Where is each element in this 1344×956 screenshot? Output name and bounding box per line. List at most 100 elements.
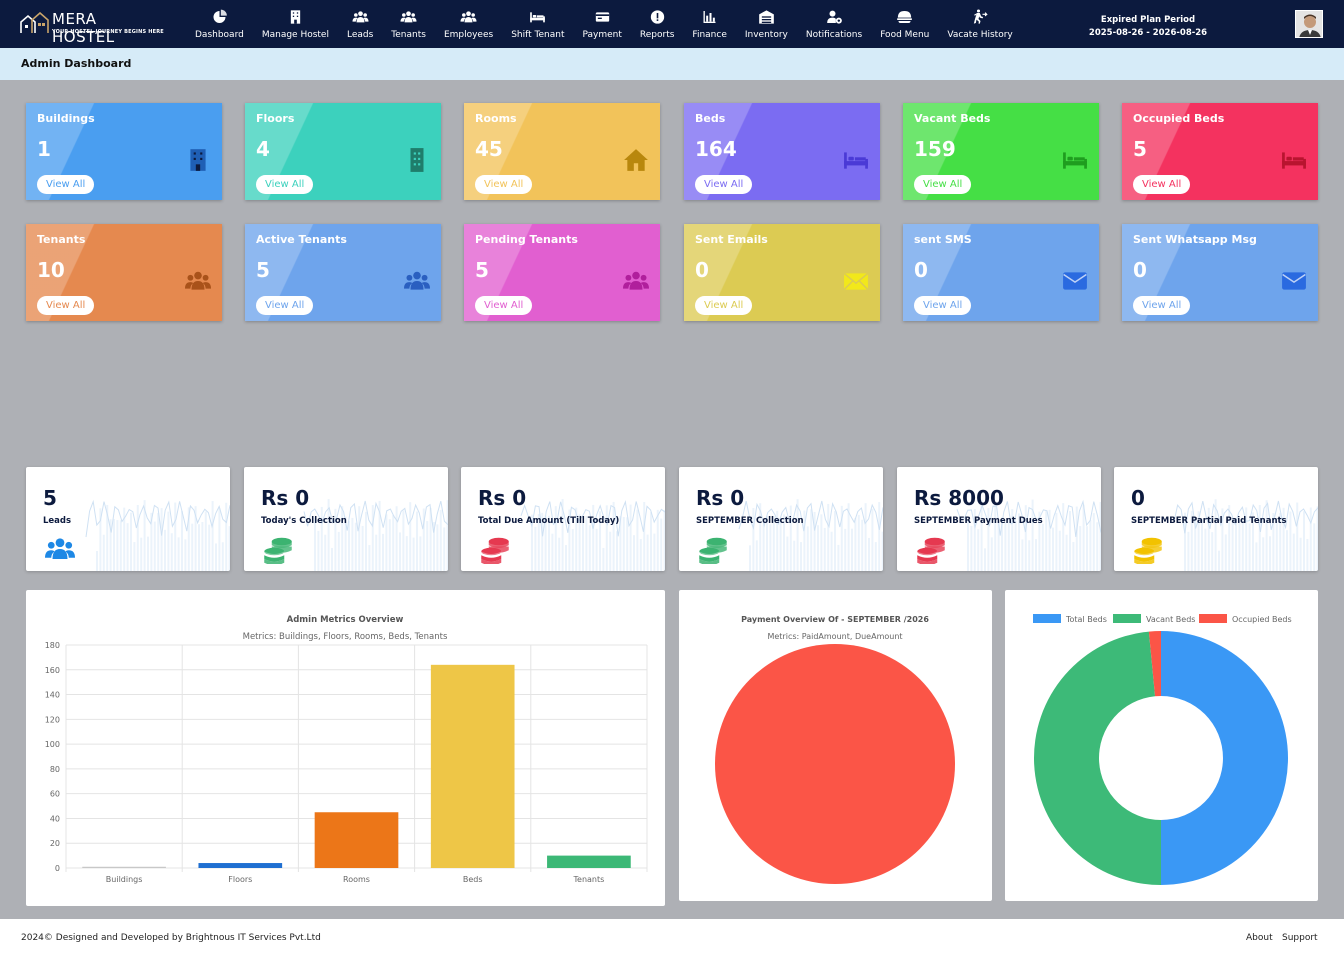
home-icon [623,147,649,173]
nav-item-label: Employees [443,30,494,40]
donut-slice-total-beds[interactable] [1161,631,1288,885]
summary-card-background [85,499,230,571]
summary-value: 0 [1131,486,1145,510]
mail-open-icon [843,268,869,294]
nav-item-manage-hostel[interactable]: Manage Hostel [253,0,338,48]
dashboard-icon [210,9,228,25]
view-all-button[interactable]: View All [695,175,753,194]
payment-overview-panel: Payment Overview Of - SEPTEMBER /2026 Met… [679,590,992,901]
summary-card-background [303,499,448,571]
nav-item-vacate-history[interactable]: Vacate History [938,0,1021,48]
stat-card-floors: Floors 4 View All [245,103,441,200]
nav-item-tenants[interactable]: Tenants [382,0,435,48]
stat-card-sent-whatsapp-msg: Sent Whatsapp Msg 0 View All [1122,224,1318,321]
nav-item-label: Food Menu [880,30,930,40]
view-all-button[interactable]: View All [914,175,972,194]
about-link[interactable]: About [1246,933,1273,943]
stat-card-buildings: Buildings 1 View All [26,103,222,200]
bar-floors[interactable] [198,863,283,868]
nav-item-employees[interactable]: Employees [435,0,502,48]
legend-label[interactable]: Total Beds [1065,615,1107,624]
user-gear-icon [825,9,843,25]
nav-item-leads[interactable]: Leads [338,0,382,48]
nav-item-shift-tenant[interactable]: Shift Tenant [502,0,573,48]
card-value: 1 [37,137,51,161]
summary-card: Rs 8000 SEPTEMBER Payment Dues [897,467,1101,571]
beds-donut-panel: Total Beds Vacant Beds Occupied Beds [1005,590,1318,901]
legend-label[interactable]: Vacant Beds [1146,615,1195,624]
y-tick-label: 140 [45,691,60,700]
y-tick-label: 20 [50,839,60,848]
card-value: 5 [256,258,270,282]
y-tick-label: 100 [45,740,60,749]
summary-value: Rs 0 [696,486,745,510]
card-value: 164 [695,137,737,161]
card-title: Active Tenants [256,233,347,246]
card-value: 0 [914,258,928,282]
nav-item-dashboard[interactable]: Dashboard [186,0,253,48]
view-all-button[interactable]: View All [37,175,95,194]
brand-name: MERA HOSTEL [52,10,115,46]
nav-item-notifications[interactable]: Notifications [797,0,871,48]
bar-buildings[interactable] [82,866,166,868]
legend-swatch[interactable] [1199,614,1227,623]
summary-label: Leads [43,516,72,526]
card-value: 0 [1133,258,1147,282]
card-value: 159 [914,137,956,161]
nav-item-finance[interactable]: Finance [683,0,735,48]
view-all-button[interactable]: View All [914,296,972,315]
summary-value: Rs 0 [261,486,310,510]
bar-beds[interactable] [430,664,515,868]
users-icon [43,534,77,564]
users-icon [404,268,430,294]
view-all-button[interactable]: View All [695,296,753,315]
exit-icon [971,9,989,25]
card-value: 5 [475,258,489,282]
legend-swatch[interactable] [1033,614,1061,623]
bed-icon [1281,147,1307,173]
card-value: 0 [695,258,709,282]
y-tick-label: 0 [55,864,60,873]
legend-label[interactable]: Occupied Beds [1232,615,1292,624]
users-icon [185,268,211,294]
bar-tenants[interactable] [547,855,631,868]
pie-slice-dueamount[interactable] [715,644,955,884]
nav-item-food-menu[interactable]: Food Menu [871,0,938,48]
nav-item-label: Tenants [391,30,426,40]
view-all-button[interactable]: View All [475,296,533,315]
view-all-button[interactable]: View All [1133,175,1191,194]
brand-logo[interactable]: MERA HOSTEL YOUR HOSTEL JOURNEY BEGINS H… [20,8,164,46]
nav-item-payment[interactable]: Payment [573,0,630,48]
stat-card-beds: Beds 164 View All [684,103,880,200]
x-tick-label: Floors [228,875,252,884]
card-value: 45 [475,137,503,161]
coins-icon [696,534,730,566]
stat-card-sent-sms: sent SMS 0 View All [903,224,1099,321]
card-title: Vacant Beds [914,112,991,125]
chart-title: Payment Overview Of - SEPTEMBER /2026 [741,615,929,624]
view-all-button[interactable]: View All [256,296,314,315]
y-tick-label: 120 [45,715,60,724]
view-all-button[interactable]: View All [475,175,533,194]
support-link[interactable]: Support [1282,933,1318,943]
stat-card-sent-emails: Sent Emails 0 View All [684,224,880,321]
donut-slice-vacant-beds[interactable] [1033,631,1161,885]
summary-value: Rs 0 [478,486,527,510]
users-icon [460,9,478,25]
card-value: 4 [256,137,270,161]
view-all-button[interactable]: View All [37,296,95,315]
avatar[interactable] [1295,10,1323,38]
view-all-button[interactable]: View All [256,175,314,194]
nav-item-label: Payment [582,30,622,40]
donut-slice-occupied-beds[interactable] [1148,631,1161,697]
stat-card-vacant-beds: Vacant Beds 159 View All [903,103,1099,200]
card-title: Tenants [37,233,86,246]
legend-swatch[interactable] [1113,614,1141,623]
x-tick-label: Beds [463,875,483,884]
nav-item-reports[interactable]: Reports [631,0,684,48]
view-all-button[interactable]: View All [1133,296,1191,315]
bar-rooms[interactable] [314,812,399,868]
card-title: sent SMS [914,233,972,246]
card-title: Rooms [475,112,517,125]
nav-item-inventory[interactable]: Inventory [736,0,797,48]
